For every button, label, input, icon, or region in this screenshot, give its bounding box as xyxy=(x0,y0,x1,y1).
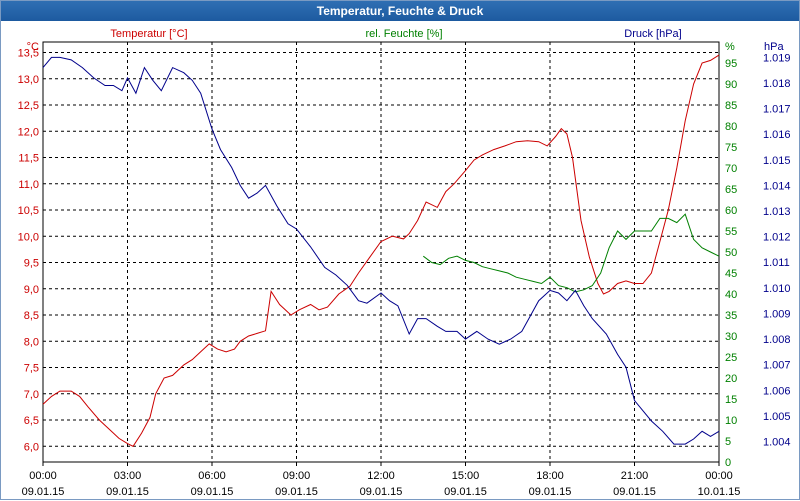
pressure-tick-label: 1.009 xyxy=(763,308,791,320)
x-tick-time: 06:00 xyxy=(198,470,226,482)
series-line-pressure xyxy=(42,56,720,445)
series-line-humidity xyxy=(422,213,720,293)
temperature-tick-label: 8,5 xyxy=(24,310,39,322)
humidity-tick-label: 10 xyxy=(725,415,737,427)
humidity-tick-label: 70 xyxy=(725,163,737,175)
humidity-tick-label: 65 xyxy=(725,184,737,196)
pressure-tick-label: 1.018 xyxy=(763,78,791,90)
humidity-tick-label: 0 xyxy=(725,457,731,469)
pressure-tick-label: 1.015 xyxy=(763,155,791,167)
temperature-tick-label: 8,0 xyxy=(24,336,39,348)
pressure-tick-label: 1.012 xyxy=(763,232,791,244)
humidity-tick-label: 90 xyxy=(725,79,737,91)
temperature-axis-label: Temperatur [°C] xyxy=(110,28,187,40)
series-lines xyxy=(42,54,720,447)
temperature-tick-label: 10,5 xyxy=(18,205,39,217)
humidity-axis-label: rel. Feuchte [%] xyxy=(365,28,442,40)
pressure-tick-label: 1.004 xyxy=(763,437,791,449)
pressure-tick-label: 1.013 xyxy=(763,206,791,218)
chart-title: Temperatur, Feuchte & Druck xyxy=(1,1,799,21)
humidity-tick-label: 40 xyxy=(725,289,737,301)
x-tick-date: 09.01.15 xyxy=(106,486,149,498)
plot-border xyxy=(42,41,720,463)
pressure-tick-label: 1.005 xyxy=(763,411,791,423)
x-tick-date: 09.01.15 xyxy=(191,486,234,498)
humidity-unit: % xyxy=(725,41,735,53)
pressure-unit: hPa xyxy=(764,41,784,53)
humidity-tick-label: 35 xyxy=(725,310,737,322)
humidity-tick-label: 55 xyxy=(725,226,737,238)
x-tick-time: 21:00 xyxy=(621,470,649,482)
humidity-tick-label: 50 xyxy=(725,247,737,259)
temperature-tick-label: 12,5 xyxy=(18,100,39,112)
x-tick-date: 09.01.15 xyxy=(360,486,403,498)
pressure-tick-label: 1.010 xyxy=(763,283,791,295)
temperature-tick-label: 7,0 xyxy=(24,389,39,401)
temperature-tick-label: 13,0 xyxy=(18,74,39,86)
x-tick-time: 00:00 xyxy=(705,470,733,482)
temperature-tick-label: 11,5 xyxy=(18,153,39,165)
series-line-temperature xyxy=(42,54,720,447)
x-tick-time: 18:00 xyxy=(536,470,564,482)
humidity-tick-label: 25 xyxy=(725,352,737,364)
pressure-tick-label: 1.019 xyxy=(763,52,791,64)
humidity-tick-label: 45 xyxy=(725,268,737,280)
temperature-tick-label: 6,0 xyxy=(24,441,39,453)
x-tick-time: 00:00 xyxy=(29,470,57,482)
temperature-tick-label: 10,0 xyxy=(18,231,39,243)
temperature-tick-label: 9,0 xyxy=(24,284,39,296)
pressure-axis-label: Druck [hPa] xyxy=(624,28,681,40)
x-tick-date: 09.01.15 xyxy=(613,486,656,498)
pressure-tick-label: 1.006 xyxy=(763,385,791,397)
grid-lines xyxy=(42,42,720,466)
humidity-tick-label: 85 xyxy=(725,100,737,112)
humidity-tick-label: 60 xyxy=(725,205,737,217)
x-tick-date: 09.01.15 xyxy=(444,486,487,498)
pressure-tick-label: 1.007 xyxy=(763,360,791,372)
x-tick-date: 09.01.15 xyxy=(22,486,65,498)
x-tick-time: 03:00 xyxy=(114,470,142,482)
x-tick-date: 10.01.15 xyxy=(698,486,741,498)
pressure-tick-label: 1.017 xyxy=(763,104,791,116)
humidity-tick-label: 15 xyxy=(725,394,737,406)
temperature-tick-label: 13,5 xyxy=(18,48,39,60)
humidity-tick-label: 80 xyxy=(725,121,737,133)
temperature-tick-label: 6,5 xyxy=(24,415,39,427)
temperature-tick-label: 11,0 xyxy=(18,179,39,191)
humidity-tick-label: 30 xyxy=(725,331,737,343)
x-tick-time: 12:00 xyxy=(367,470,395,482)
humidity-tick-label: 5 xyxy=(725,436,731,448)
temperature-tick-label: 12,0 xyxy=(18,126,39,138)
temperature-tick-label: 7,5 xyxy=(24,363,39,375)
x-tick-time: 15:00 xyxy=(452,470,480,482)
humidity-tick-label: 75 xyxy=(725,142,737,154)
humidity-tick-label: 20 xyxy=(725,373,737,385)
temperature-unit: °C xyxy=(27,41,39,53)
pressure-tick-label: 1.011 xyxy=(763,257,790,269)
pressure-tick-label: 1.014 xyxy=(763,180,791,192)
humidity-tick-label: 95 xyxy=(725,58,737,70)
x-tick-date: 09.01.15 xyxy=(275,486,318,498)
x-tick-date: 09.01.15 xyxy=(529,486,572,498)
pressure-tick-label: 1.008 xyxy=(763,334,791,346)
x-tick-time: 09:00 xyxy=(283,470,311,482)
pressure-tick-label: 1.016 xyxy=(763,129,791,141)
tick-labels: 00:00 09.01.15 03:00 09.01.15 06:00 09.01.15 0… xyxy=(18,48,791,499)
temperature-tick-label: 9,5 xyxy=(24,258,39,270)
